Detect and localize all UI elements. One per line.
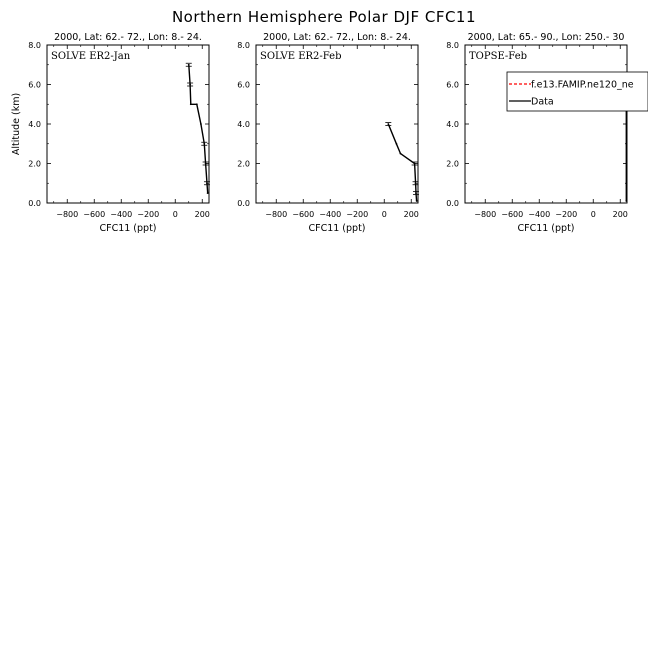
panel-label: TOPSE-Feb	[469, 51, 527, 62]
y-tick-label: 8.0	[446, 41, 459, 50]
data-point	[204, 162, 207, 165]
x-tick-label: 0	[173, 210, 178, 219]
x-tick-label: −800	[265, 210, 287, 219]
x-tick-label: −600	[501, 210, 523, 219]
legend-label-model: f.e13.FAMIP.ne120_ne	[531, 80, 634, 91]
x-tick-label: 200	[195, 210, 210, 219]
panels: 2000, Lat: 62.- 72., Lon: 8.- 24. SOLVE E…	[11, 32, 628, 234]
series-line-data	[387, 123, 418, 202]
chart-panel-2: 2000, Lat: 62.- 72., Lon: 8.- 24. SOLVE E…	[237, 32, 419, 234]
data-point	[415, 192, 417, 195]
y-tick-label: 8.0	[28, 41, 41, 50]
y-tick-label: 6.0	[28, 81, 41, 90]
data-point	[187, 63, 190, 66]
data-point	[189, 103, 192, 106]
x-tick-label: −200	[137, 210, 159, 219]
data-point	[206, 192, 209, 195]
panel-label: SOLVE ER2-Jan	[51, 51, 131, 62]
x-tick-label: 200	[404, 210, 419, 219]
x-tick-label: 0	[591, 210, 596, 219]
y-tick-label: 2.0	[28, 160, 41, 169]
x-tick-label: 0	[382, 210, 387, 219]
panel-label: SOLVE ER2-Feb	[260, 51, 341, 62]
data-point	[189, 83, 192, 86]
y-tick-label: 6.0	[237, 81, 250, 90]
data-point	[195, 103, 198, 106]
x-tick-label: −800	[474, 210, 496, 219]
data-point	[387, 123, 390, 125]
series-line-data	[188, 64, 209, 194]
data-point	[625, 162, 628, 165]
chart-panel-3: 2000, Lat: 65.- 90., Lon: 250.- 30 TOPSE-…	[446, 32, 628, 234]
legend: f.e13.FAMIP.ne120_ne Data	[506, 71, 648, 112]
data-point	[625, 182, 628, 185]
y-axis-label: Altitude (km)	[11, 93, 22, 155]
data-point	[203, 142, 206, 145]
chart-panel-1: 2000, Lat: 62.- 72., Lon: 8.- 24. SOLVE E…	[11, 32, 210, 234]
y-tick-label: 2.0	[237, 160, 250, 169]
legend-box	[506, 71, 648, 112]
data-point	[395, 142, 398, 145]
x-axis-label: CFC11 (ppt)	[517, 223, 574, 234]
x-axis-label: CFC11 (ppt)	[99, 223, 156, 234]
plot-frame	[46, 44, 210, 204]
figure-title: Northern Hemisphere Polar DJF CFC11	[172, 8, 476, 26]
x-tick-label: −400	[110, 210, 132, 219]
y-tick-label: 8.0	[237, 41, 250, 50]
y-tick-label: 0.0	[446, 199, 459, 208]
x-axis-label: CFC11 (ppt)	[308, 223, 365, 234]
data-point	[415, 200, 418, 202]
plot-frame	[255, 44, 419, 204]
panel-subtitle: 2000, Lat: 62.- 72., Lon: 8.- 24.	[263, 32, 411, 43]
x-tick-label: −200	[555, 210, 577, 219]
y-tick-label: 4.0	[28, 120, 41, 129]
data-point	[625, 142, 628, 145]
y-tick-label: 2.0	[446, 160, 459, 169]
y-tick-label: 4.0	[237, 120, 250, 129]
panel-subtitle: 2000, Lat: 65.- 90., Lon: 250.- 30	[468, 32, 625, 43]
data-point	[200, 123, 202, 125]
data-point	[206, 182, 208, 185]
y-tick-label: 0.0	[237, 199, 250, 208]
x-tick-label: −400	[528, 210, 550, 219]
x-tick-label: −600	[292, 210, 314, 219]
data-point	[399, 152, 402, 155]
plot-frame	[464, 44, 628, 204]
data-point	[413, 162, 416, 165]
x-tick-label: −600	[83, 210, 105, 219]
x-tick-label: −800	[56, 210, 78, 219]
x-tick-label: 200	[613, 210, 628, 219]
data-point	[625, 200, 628, 202]
y-tick-label: 4.0	[446, 120, 459, 129]
panel-subtitle: 2000, Lat: 62.- 72., Lon: 8.- 24.	[54, 32, 202, 43]
x-tick-label: −200	[346, 210, 368, 219]
x-tick-label: −400	[319, 210, 341, 219]
y-tick-label: 6.0	[446, 81, 459, 90]
y-tick-label: 0.0	[28, 199, 41, 208]
data-point	[625, 123, 628, 125]
legend-label-data: Data	[531, 97, 554, 108]
data-point	[414, 182, 417, 185]
